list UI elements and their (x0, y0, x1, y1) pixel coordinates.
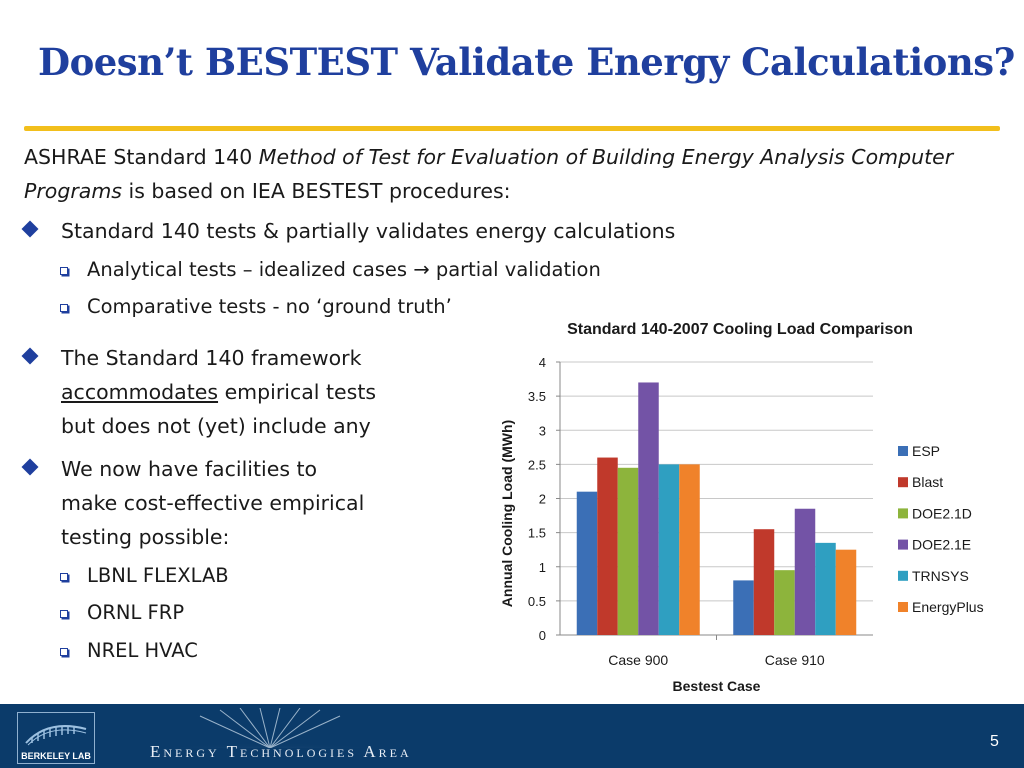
legend-label: DOE2.1D (912, 505, 972, 521)
diamond-bullet-icon (21, 347, 39, 365)
bullet-text: Standard 140 tests & partially validates… (61, 219, 676, 243)
bullet-line: empirical tests (218, 380, 377, 404)
bullet-line: testing possible: (61, 525, 230, 549)
legend-swatch (898, 539, 908, 550)
bullet-line: but does not (yet) include any (61, 414, 371, 438)
bar (658, 464, 680, 635)
slide-title: Doesn’t BESTEST Validate Energy Calculat… (38, 40, 1015, 84)
legend-label: Blast (912, 474, 943, 490)
intro-prefix: ASHRAE Standard 140 (24, 145, 259, 169)
legend-label: EnergyPlus (912, 599, 984, 615)
sub-bullet-text: ORNL FRP (87, 601, 185, 624)
square-bullet-icon (60, 573, 68, 581)
y-tick-label: 1 (539, 560, 546, 575)
bar (576, 491, 598, 635)
sub-bullet-text: LBNL FLEXLAB (87, 564, 229, 587)
bar (679, 464, 700, 635)
legend-swatch (898, 570, 908, 581)
y-tick-label: 4 (539, 355, 546, 370)
y-tick-label: 1.5 (528, 526, 546, 541)
sunburst-graphic (100, 708, 440, 748)
y-tick-label: 2.5 (528, 457, 546, 472)
bullet-line: make cost-effective empirical (61, 491, 365, 515)
berkeley-lab-logo: BERKELEY LAB (17, 712, 95, 764)
sub-bullet-text: Analytical tests – idealized cases → par… (87, 258, 601, 281)
footer-bar: BERKELEY LAB Energy Technologies Area 5 (0, 704, 1024, 768)
legend-swatch (898, 446, 908, 456)
y-axis-title: Annual Cooling Load (MWh) (499, 420, 515, 607)
legend-swatch (898, 602, 908, 612)
x-tick-label: Case 910 (765, 652, 825, 668)
y-tick-label: 0.5 (528, 594, 546, 609)
title-divider (24, 126, 1000, 131)
energy-technologies-area: Energy Technologies Area (150, 742, 412, 761)
legend-label: TRNSYS (912, 568, 969, 584)
intro-suffix: is based on IEA BESTEST procedures: (122, 179, 511, 203)
y-tick-label: 0 (539, 628, 546, 643)
page-number: 5 (990, 733, 999, 750)
bullet-line: We now have facilities to (61, 457, 318, 481)
bar (617, 467, 639, 635)
square-bullet-icon (60, 648, 68, 656)
y-tick-label: 3.5 (528, 389, 546, 404)
bar (597, 457, 618, 635)
bullet-text: We now have facilities to make cost-effec… (61, 452, 364, 554)
bar (835, 549, 857, 635)
x-axis-title: Bestest Case (673, 678, 761, 694)
legend-swatch (898, 477, 908, 488)
bar (733, 580, 754, 635)
intro-standard-name: Method of Test for Evaluation of Buildin… (24, 145, 954, 203)
square-bullet-icon (60, 267, 68, 275)
bar (794, 508, 816, 635)
diamond-bullet-icon (21, 220, 39, 238)
underlined-word: accommodates (61, 380, 219, 404)
intro-paragraph: ASHRAE Standard 140 Method of Test for E… (24, 140, 984, 208)
bullet-text: The Standard 140 framework accommodates e… (61, 341, 376, 443)
lab-logo-icon (25, 725, 87, 746)
legend-label: DOE2.1E (912, 537, 971, 553)
legend-swatch (898, 508, 908, 519)
sub-bullet-text: Comparative tests - no ‘ground truth’ (87, 295, 452, 318)
cooling-load-chart: Standard 140-2007 Cooling Load Compariso… (499, 321, 984, 694)
bar (753, 529, 775, 635)
sub-bullet-text: NREL HVAC (87, 639, 198, 662)
y-tick-label: 2 (539, 492, 546, 507)
square-bullet-icon (60, 610, 68, 618)
bar (774, 570, 795, 635)
diamond-bullet-icon (21, 458, 39, 476)
bar (638, 382, 659, 635)
square-bullet-icon (60, 304, 68, 312)
y-tick-label: 3 (539, 423, 546, 438)
bar (815, 542, 836, 635)
legend-label: ESP (912, 443, 940, 459)
chart-title: Standard 140-2007 Cooling Load Compariso… (567, 321, 913, 338)
x-tick-label: Case 900 (608, 652, 668, 668)
bullet-line: The Standard 140 framework (61, 346, 362, 370)
logo-text: BERKELEY LAB (21, 751, 91, 761)
